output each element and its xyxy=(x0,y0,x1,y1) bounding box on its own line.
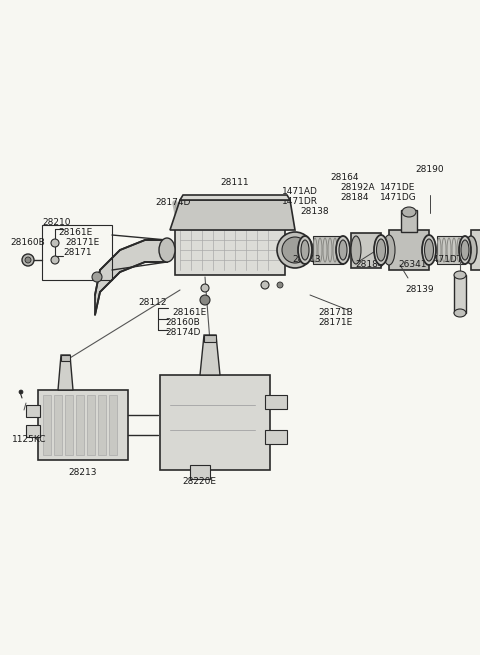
Bar xyxy=(54,395,62,455)
Circle shape xyxy=(92,272,102,282)
Ellipse shape xyxy=(301,240,309,260)
Text: 28160B: 28160B xyxy=(165,318,200,327)
Ellipse shape xyxy=(383,235,395,265)
Text: 28174D: 28174D xyxy=(155,198,191,207)
Text: 28171B: 28171B xyxy=(318,308,353,317)
Circle shape xyxy=(261,281,269,289)
Circle shape xyxy=(201,284,209,292)
Circle shape xyxy=(51,239,59,247)
Text: 28213: 28213 xyxy=(68,468,96,477)
Ellipse shape xyxy=(424,239,433,261)
Text: 28112: 28112 xyxy=(138,298,167,307)
Bar xyxy=(471,230,480,270)
Circle shape xyxy=(25,257,31,263)
Ellipse shape xyxy=(298,236,312,264)
Ellipse shape xyxy=(374,235,388,265)
Bar xyxy=(454,275,466,313)
Bar xyxy=(437,236,465,264)
Text: 28184: 28184 xyxy=(340,193,369,202)
Bar xyxy=(26,425,40,437)
Ellipse shape xyxy=(351,236,361,264)
Text: 1471DE: 1471DE xyxy=(380,183,415,192)
Bar xyxy=(42,225,112,280)
Text: 28138: 28138 xyxy=(300,207,329,216)
Ellipse shape xyxy=(376,239,385,261)
Circle shape xyxy=(22,254,34,266)
Bar xyxy=(38,390,128,460)
Bar xyxy=(175,225,285,275)
Text: 28184: 28184 xyxy=(355,260,384,269)
Text: 28160B: 28160B xyxy=(10,238,45,247)
Bar xyxy=(65,395,73,455)
Text: 1471DR: 1471DR xyxy=(282,197,318,206)
Bar xyxy=(43,395,51,455)
Bar xyxy=(76,395,84,455)
Ellipse shape xyxy=(336,236,350,264)
Text: 26341: 26341 xyxy=(398,260,427,269)
Polygon shape xyxy=(95,240,167,315)
Ellipse shape xyxy=(459,236,471,264)
Polygon shape xyxy=(180,195,290,200)
Text: 1471DG: 1471DG xyxy=(380,193,417,202)
Bar xyxy=(98,395,106,455)
Text: 28164: 28164 xyxy=(330,173,359,182)
Bar xyxy=(190,465,210,479)
Text: 28220E: 28220E xyxy=(182,477,216,486)
Text: 28192A: 28192A xyxy=(340,183,374,192)
Circle shape xyxy=(277,282,283,288)
Text: 28171E: 28171E xyxy=(318,318,352,327)
Text: 28161E: 28161E xyxy=(58,228,92,237)
Bar xyxy=(389,230,429,270)
Text: 28210: 28210 xyxy=(42,218,71,227)
Circle shape xyxy=(200,295,210,305)
Polygon shape xyxy=(170,200,295,230)
Circle shape xyxy=(19,390,23,394)
Bar xyxy=(265,430,287,444)
Circle shape xyxy=(277,232,313,268)
Text: 28161E: 28161E xyxy=(172,308,206,317)
Text: 1471DT: 1471DT xyxy=(428,255,463,264)
Ellipse shape xyxy=(423,237,435,263)
Ellipse shape xyxy=(465,236,477,264)
Bar xyxy=(401,210,417,232)
Ellipse shape xyxy=(402,207,416,217)
Ellipse shape xyxy=(454,309,466,317)
Ellipse shape xyxy=(339,240,347,260)
Text: 28171E: 28171E xyxy=(65,238,99,247)
Bar xyxy=(87,395,95,455)
Text: 1471AD: 1471AD xyxy=(282,187,318,196)
Ellipse shape xyxy=(422,235,436,265)
Polygon shape xyxy=(58,355,73,390)
Bar xyxy=(61,355,70,361)
Bar xyxy=(351,233,381,268)
Bar xyxy=(204,335,216,342)
Text: 28174D: 28174D xyxy=(165,328,200,337)
Ellipse shape xyxy=(159,238,175,262)
Text: 28111: 28111 xyxy=(220,178,249,187)
Circle shape xyxy=(51,256,59,264)
Circle shape xyxy=(282,237,308,263)
Text: 28113: 28113 xyxy=(292,255,321,264)
Text: 28139: 28139 xyxy=(405,285,433,294)
Bar xyxy=(109,395,117,455)
Polygon shape xyxy=(200,335,220,375)
Ellipse shape xyxy=(454,271,466,279)
Text: 28190: 28190 xyxy=(415,165,444,174)
Bar xyxy=(26,405,40,417)
Bar xyxy=(313,236,343,264)
Ellipse shape xyxy=(461,240,469,260)
Bar xyxy=(160,375,270,470)
Text: 1125KC: 1125KC xyxy=(12,435,47,444)
Bar xyxy=(265,395,287,409)
Text: 28171: 28171 xyxy=(63,248,92,257)
